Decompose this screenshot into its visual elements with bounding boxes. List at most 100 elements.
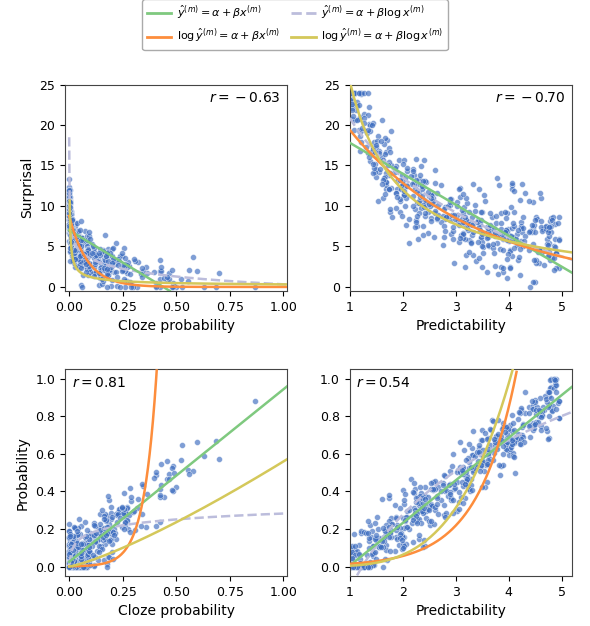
Point [71,221,80,231]
Point [457,464,466,475]
Point [120,276,130,286]
Point [507,434,517,444]
Point [67,562,77,572]
Point [409,177,418,187]
Point [78,252,88,262]
Point [492,238,502,248]
Point [122,516,132,526]
Point [529,255,538,265]
Point [513,414,523,424]
Point [65,185,74,195]
Point [65,199,74,209]
Point [365,119,374,129]
Point [118,508,127,518]
Point [68,214,77,224]
Point [68,562,78,572]
Point [531,255,540,265]
Point [507,436,517,446]
Point [386,532,396,542]
Point [151,521,160,531]
Point [415,170,425,180]
Point [123,515,132,525]
Point [76,552,86,562]
Point [76,555,86,565]
Point [398,485,407,495]
Point [73,555,82,565]
Point [554,396,563,406]
Point [357,123,366,133]
Point [65,220,74,230]
Point [551,249,560,259]
Point [493,415,503,425]
Point [513,435,522,445]
Point [69,248,78,258]
Point [483,223,492,233]
Point [103,256,113,266]
Point [65,205,74,215]
Point [65,562,74,572]
Point [399,190,408,200]
Point [79,552,88,562]
Point [468,485,477,495]
Point [77,550,86,560]
Point [67,555,76,565]
Point [65,200,74,210]
Point [539,405,549,415]
Point [385,147,395,157]
Point [83,260,93,270]
Point [350,88,359,98]
Point [66,562,76,572]
Point [507,410,517,420]
Point [65,212,74,222]
Point [66,229,76,239]
Point [75,225,84,235]
Point [544,387,553,397]
Point [68,235,77,245]
Point [414,174,424,184]
Point [103,247,113,257]
Point [83,550,92,560]
Point [453,506,462,516]
Point [460,262,470,272]
Point [169,461,178,471]
Point [478,228,488,238]
Point [477,481,487,491]
Point [504,449,513,459]
Point [386,528,395,538]
Point [509,187,519,197]
Point [417,203,426,213]
Point [427,190,436,200]
Point [87,541,97,551]
Point [456,492,466,502]
Point [370,534,379,544]
Point [65,216,74,226]
Point [353,98,362,108]
Point [73,562,82,572]
Point [427,516,436,526]
Point [441,485,451,495]
Point [65,186,74,196]
Point [408,515,418,525]
Point [532,403,542,413]
Point [428,197,438,207]
Point [515,244,525,254]
Point [65,562,74,572]
Point [355,558,365,568]
Point [458,208,468,218]
Point [112,510,122,520]
Point [250,282,260,292]
Point [365,543,374,553]
Point [409,503,418,513]
Point [104,552,114,562]
Point [65,562,74,572]
Point [68,225,78,235]
Point [68,562,77,572]
Point [440,222,449,232]
Point [67,539,76,549]
Point [517,179,526,189]
Point [65,562,74,572]
Point [67,224,77,234]
Point [432,493,441,503]
Point [345,548,355,558]
Point [90,537,100,547]
